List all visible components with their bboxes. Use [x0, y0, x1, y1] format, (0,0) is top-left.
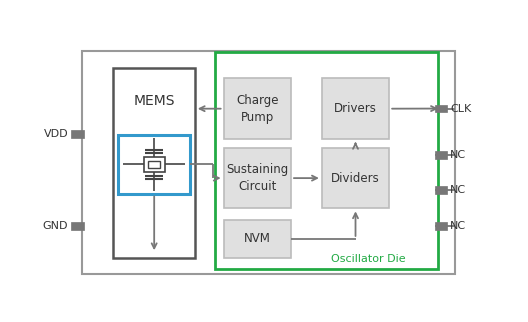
Text: Drivers: Drivers	[334, 102, 377, 115]
Text: Charge
Pump: Charge Pump	[236, 94, 279, 124]
FancyBboxPatch shape	[71, 222, 83, 230]
FancyBboxPatch shape	[215, 52, 438, 269]
FancyBboxPatch shape	[322, 148, 389, 208]
FancyBboxPatch shape	[82, 51, 455, 274]
FancyBboxPatch shape	[435, 151, 447, 159]
Text: Sustaining
Circuit: Sustaining Circuit	[226, 163, 288, 193]
FancyBboxPatch shape	[322, 78, 389, 139]
Text: Oscillator Die: Oscillator Die	[332, 254, 406, 264]
FancyBboxPatch shape	[118, 135, 190, 194]
FancyBboxPatch shape	[435, 222, 447, 230]
Text: NC: NC	[450, 185, 466, 195]
Text: VDD: VDD	[43, 129, 68, 139]
Text: NVM: NVM	[244, 232, 271, 245]
FancyBboxPatch shape	[148, 161, 160, 168]
Text: CLK: CLK	[450, 104, 472, 114]
Text: MEMS: MEMS	[133, 94, 175, 108]
FancyBboxPatch shape	[71, 130, 83, 138]
FancyBboxPatch shape	[144, 157, 165, 172]
FancyBboxPatch shape	[435, 105, 447, 112]
FancyBboxPatch shape	[113, 68, 195, 258]
FancyBboxPatch shape	[435, 186, 447, 194]
FancyBboxPatch shape	[223, 220, 291, 258]
FancyBboxPatch shape	[223, 78, 291, 139]
Text: NC: NC	[450, 221, 466, 231]
FancyBboxPatch shape	[223, 148, 291, 208]
Text: Dividers: Dividers	[331, 172, 380, 185]
Text: NC: NC	[450, 150, 466, 160]
Text: GND: GND	[43, 221, 68, 231]
